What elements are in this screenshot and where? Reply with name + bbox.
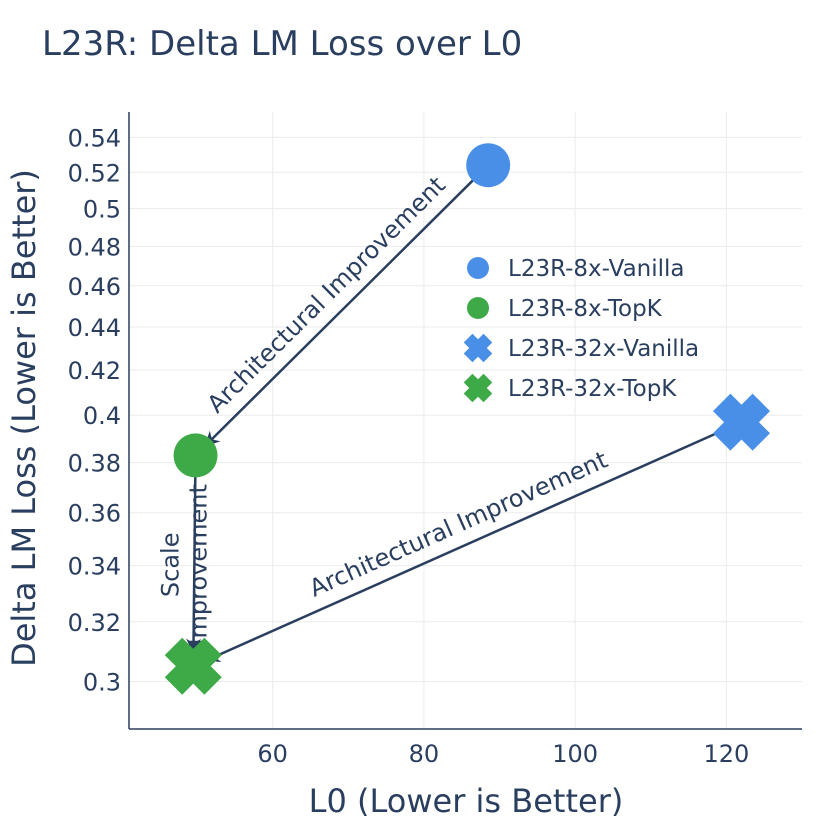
legend: L23R-8x-Vanilla L23R-8x-TopK L23R-32x-Vani…	[463, 256, 699, 403]
legend-label: L23R-8x-Vanilla	[508, 256, 685, 282]
y-tick-label: 0.36	[68, 500, 121, 528]
x-marker-bar	[463, 373, 493, 403]
y-tick-label: 0.54	[68, 124, 121, 152]
annotation-arrow	[204, 426, 730, 662]
y-tick-label: 0.3	[83, 669, 121, 697]
legend-marker	[467, 257, 489, 279]
annotation-line: Improvement	[184, 484, 212, 645]
x-marker-bar	[463, 333, 493, 363]
data-point-L23R-8x-TopK	[173, 433, 218, 478]
legend-marker	[463, 333, 493, 363]
chart-title: L23R: Delta LM Loss over L0	[42, 24, 522, 64]
x-tick-label: 80	[409, 740, 440, 768]
y-tick-label: 0.42	[68, 357, 121, 385]
y-tick-label: 0.44	[68, 314, 121, 342]
annotation-arrow	[204, 174, 480, 447]
legend-label: L23R-8x-TopK	[508, 296, 663, 322]
grid	[129, 112, 802, 729]
y-tick-label: 0.32	[68, 609, 121, 637]
y-tick-label: 0.5	[83, 196, 121, 224]
y-tick-label: 0.34	[68, 553, 121, 581]
x-tick-label: 60	[257, 740, 288, 768]
annotation-text: Architectural Improvement	[305, 446, 612, 603]
axes	[128, 112, 802, 730]
data-point-L23R-32x-TopK	[164, 637, 222, 695]
y-tick-label: 0.48	[68, 233, 121, 261]
x-axis-label: L0 (Lower is Better)	[309, 782, 624, 820]
annotation-text: ScaleImprovement	[156, 484, 212, 645]
data-point-L23R-32x-Vanilla	[712, 393, 771, 451]
annotation-line: Scale	[156, 533, 184, 598]
x-marker-bar	[712, 393, 771, 451]
x-tick-label: 120	[703, 740, 749, 768]
y-tick-label: 0.46	[68, 273, 121, 301]
legend-label: L23R-32x-TopK	[508, 376, 677, 402]
y-tick-label: 0.38	[68, 450, 121, 478]
x-tick-label: 100	[552, 740, 598, 768]
y-axis-label: Delta LM Loss (Lower is Better)	[5, 169, 43, 667]
legend-marker	[463, 373, 493, 403]
x-marker-bar	[164, 637, 222, 695]
y-tick-label: 0.52	[68, 159, 121, 187]
annotations: Architectural Improvement Architectural I…	[156, 171, 730, 662]
annotation-text: Architectural Improvement	[202, 171, 451, 418]
y-tick-label: 0.4	[83, 402, 121, 430]
legend-label: L23R-32x-Vanilla	[508, 336, 699, 362]
data-points	[164, 143, 771, 695]
annotation-label-scale: ScaleImprovement	[156, 484, 212, 645]
tick-labels: 60 80 100 120 0.3 0.32 0.34 0.36 0.38 0.4 0.42 0.44…	[68, 124, 750, 768]
data-point-L23R-8x-Vanilla	[466, 143, 511, 188]
legend-marker	[467, 297, 489, 319]
annotation-arrow	[186, 469, 202, 654]
